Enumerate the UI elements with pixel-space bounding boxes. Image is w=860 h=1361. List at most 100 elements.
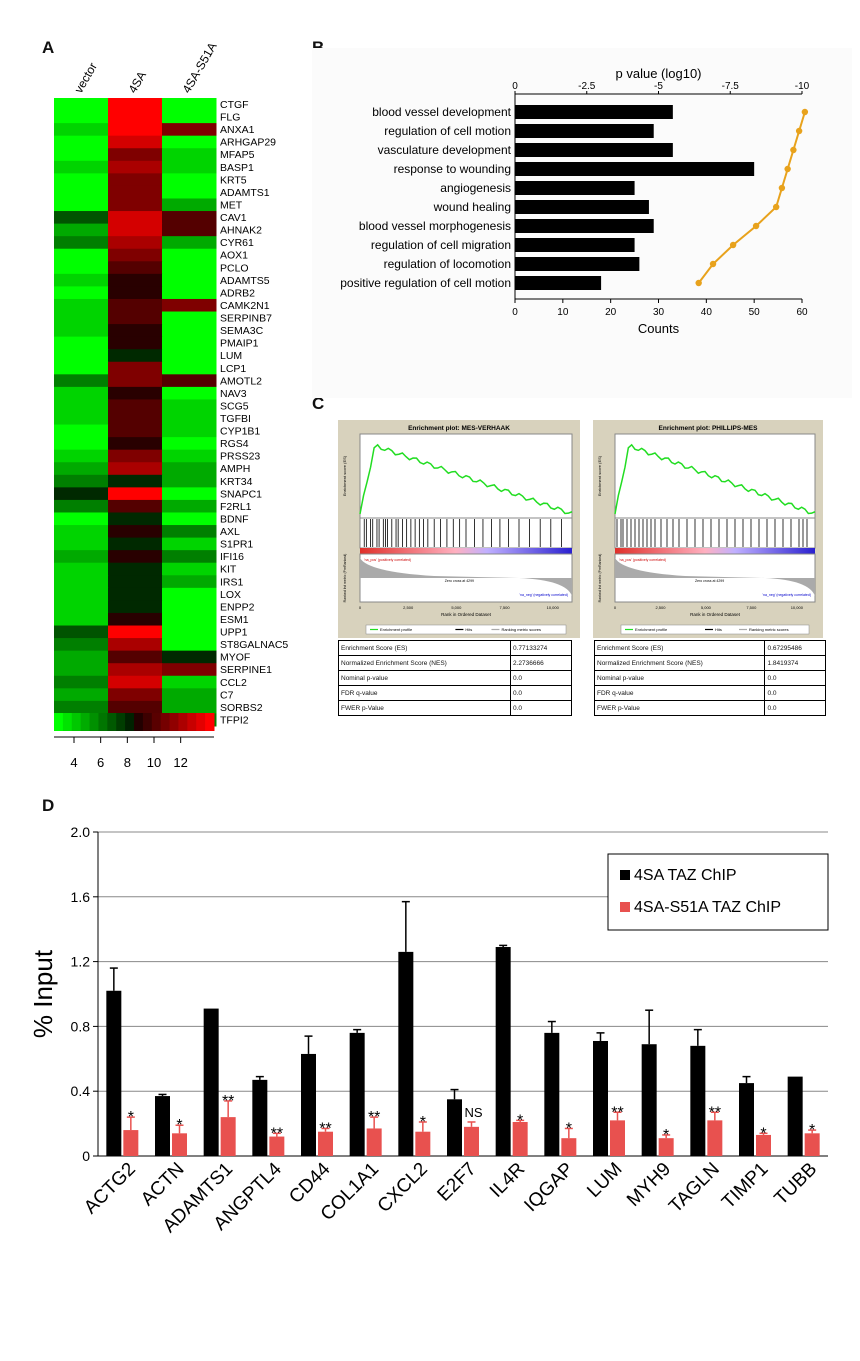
heatmap-cell (162, 462, 217, 476)
heatmap-cell (162, 160, 217, 174)
metric-curve (615, 558, 815, 596)
color-scale-cell (107, 713, 117, 731)
significance-label: * (663, 1127, 669, 1144)
go-count-bar (515, 181, 635, 195)
color-scale-cell (116, 713, 126, 731)
x-category-label: E2F7 (434, 1159, 481, 1206)
table-cell: 0.67295486 (764, 640, 826, 656)
heatmap-cell (162, 336, 217, 350)
legend-label: 4SA TAZ ChIP (634, 867, 737, 884)
bottom-axis-tick-label: 0 (512, 307, 518, 318)
bottom-axis-tick-label: 50 (749, 307, 761, 318)
table-cell: Normalized Enrichment Score (NES) (593, 655, 766, 671)
heatmap-cell (54, 148, 109, 162)
gsea-tick-label: 0 (614, 605, 617, 610)
heatmap-cell (162, 286, 217, 300)
heatmap-cell (162, 525, 217, 539)
bar-4sa-s51a (707, 1120, 723, 1156)
heatmap-cell (54, 525, 109, 539)
panel-label-c: C (312, 394, 325, 413)
heatmap-cell (108, 462, 163, 476)
bar-4sa (155, 1096, 170, 1156)
heatmap-cell (108, 612, 163, 627)
go-term-label: angiogenesis (440, 181, 511, 195)
gene-label: LUM (220, 350, 242, 362)
x-category-label: CXCL2 (374, 1159, 432, 1217)
gsea-tick-label: 5,000 (701, 605, 712, 610)
heatmap-cell (54, 462, 109, 476)
gene-label: LCP1 (220, 363, 246, 375)
table-row: Nominal p-value 0.0 (338, 670, 573, 686)
gsea-legend-label: Hits (465, 627, 472, 632)
bar-4sa-s51a (561, 1138, 577, 1156)
heatmap-cell (54, 236, 109, 250)
heatmap-cell (108, 688, 163, 702)
bar-4sa-s51a (415, 1131, 431, 1156)
gsea-plot-phillips-mes: Enrichment plot: PHILLIPS-MES Enrichment … (593, 420, 823, 638)
gsea-stats-table-1: Enrichment Score (ES) 0.77133274 Normaliz… (338, 640, 573, 716)
go-term-label: blood vessel morphogenesis (359, 219, 511, 233)
hits-area (614, 517, 816, 549)
gsea-x-axis-label: Rank in Ordered Dataset (690, 612, 741, 617)
heatmap-cell (108, 499, 163, 513)
legend-box (607, 853, 829, 931)
gene-label: LOX (220, 589, 241, 601)
pos-correlated-label: 'na_pos' (positively correlated) (619, 558, 666, 562)
table-cell: Nominal p-value (593, 670, 766, 686)
color-scale-cell (134, 713, 144, 731)
p-value-point (790, 146, 797, 154)
table-cell: 0.0 (509, 685, 573, 701)
gene-label: IRS1 (220, 576, 244, 588)
gene-label: ANXA1 (220, 124, 255, 136)
heatmap-cell (162, 424, 217, 438)
color-scale-cell (160, 713, 171, 731)
heatmap-cell (54, 688, 109, 702)
go-count-bar (515, 276, 602, 290)
heatmap-cell (54, 638, 109, 652)
bar-4sa-s51a (658, 1138, 674, 1156)
x-category-label: TAGLN (665, 1159, 724, 1218)
gene-label: SCG5 (220, 400, 249, 412)
bottom-axis-title: Counts (638, 321, 680, 336)
top-axis-tick-label: -5 (654, 81, 663, 92)
bottom-axis-tick-label: 10 (557, 307, 569, 318)
gene-label: ADRB2 (220, 287, 255, 299)
heatmap-cell (108, 211, 163, 225)
es-axis-label: Enrichment score (ES) (342, 455, 347, 496)
bar-4sa-s51a (318, 1131, 333, 1156)
heatmap-cell (108, 700, 163, 714)
bottom-axis-tick-label: 40 (701, 307, 713, 318)
color-scale-cell (125, 713, 135, 731)
heatmap-cell (108, 675, 163, 689)
y-tick-label: 0 (82, 1148, 90, 1164)
heatmap-cell (162, 625, 217, 639)
significance-label: * (420, 1114, 426, 1131)
heatmap-cell (54, 211, 109, 225)
heatmap-cell (162, 361, 217, 375)
gene-label: IFI16 (220, 551, 244, 563)
go-enrichment-chart: p value (log10) 0 -2.5 -5 -7.5 -10 blood vesse… (312, 48, 852, 398)
gene-label: BDNF (220, 513, 249, 525)
gene-label: KIT (220, 564, 237, 576)
heatmap-cell (108, 449, 163, 463)
table-cell: 0.0 (764, 685, 826, 701)
heatmap-column-label: vector (71, 60, 99, 95)
table-row: FDR q-value 0.0 (338, 685, 573, 701)
heatmap-cell (162, 185, 217, 199)
table-row: Enrichment Score (ES) 0.67295486 (593, 640, 826, 656)
bar-4sa (398, 951, 414, 1156)
heatmap-cell (54, 311, 109, 325)
table-cell: 0.0 (764, 670, 826, 686)
heatmap-column-label: 4SA-S51A (179, 40, 219, 96)
metric-curve (360, 558, 572, 596)
y-tick-label: 0.8 (71, 1018, 91, 1034)
go-term-label: vasculature development (378, 143, 512, 157)
bar-4sa-s51a (464, 1126, 479, 1156)
significance-label: * (517, 1112, 523, 1129)
heatmap-cell (108, 273, 163, 287)
heatmap-cell (162, 123, 217, 137)
bar-4sa-s51a (512, 1121, 528, 1156)
top-axis-title: p value (log10) (616, 66, 702, 81)
heatmap-cell (54, 324, 109, 338)
table-cell: Enrichment Score (ES) (593, 640, 766, 656)
